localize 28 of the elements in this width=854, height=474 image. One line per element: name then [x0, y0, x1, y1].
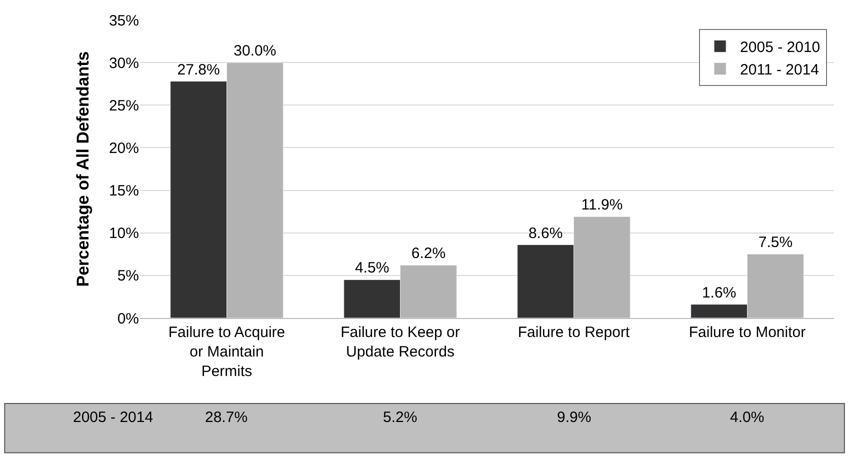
- data-label: 8.6%: [528, 224, 563, 242]
- y-tick-label: 20%: [108, 140, 139, 157]
- y-tick-label: 25%: [108, 97, 139, 114]
- text: 28.7%: [205, 409, 248, 426]
- text: 4.0%: [730, 409, 764, 426]
- x-tick-label: Failure to Monitor: [688, 324, 806, 341]
- data-label: 27.8%: [177, 61, 220, 78]
- data-label: 6.2%: [411, 245, 446, 262]
- x-tick-label: Failure to Acquire or Maintain Permits: [168, 324, 286, 380]
- x-tick-label: Failure to Report: [518, 324, 630, 341]
- y-tick-label: 5%: [117, 268, 139, 285]
- x-tick-label: Failure to Keep or Update Records: [340, 324, 460, 360]
- text: 5.2%: [383, 409, 418, 426]
- data-label: 11.9%: [581, 196, 623, 214]
- y-tick-label: 0%: [117, 310, 139, 328]
- y-tick-label: 15%: [108, 182, 139, 200]
- y-tick-label: 35%: [108, 12, 139, 30]
- data-label: 4.5%: [354, 260, 390, 277]
- data-label: 30.0%: [234, 42, 276, 60]
- data-label: 1.6%: [702, 284, 736, 302]
- text: 2005 - 2014: [73, 409, 154, 426]
- text: 9.9%: [557, 409, 592, 426]
- data-label: 7.5%: [758, 234, 793, 252]
- y-tick-label: 30%: [108, 54, 139, 72]
- legend-label: 2005 - 2010: [740, 39, 820, 56]
- y-axis-title: Percentage of All Defendants: [74, 51, 93, 287]
- y-tick-label: 10%: [108, 225, 139, 242]
- legend-label: 2011 - 2014: [740, 62, 820, 79]
